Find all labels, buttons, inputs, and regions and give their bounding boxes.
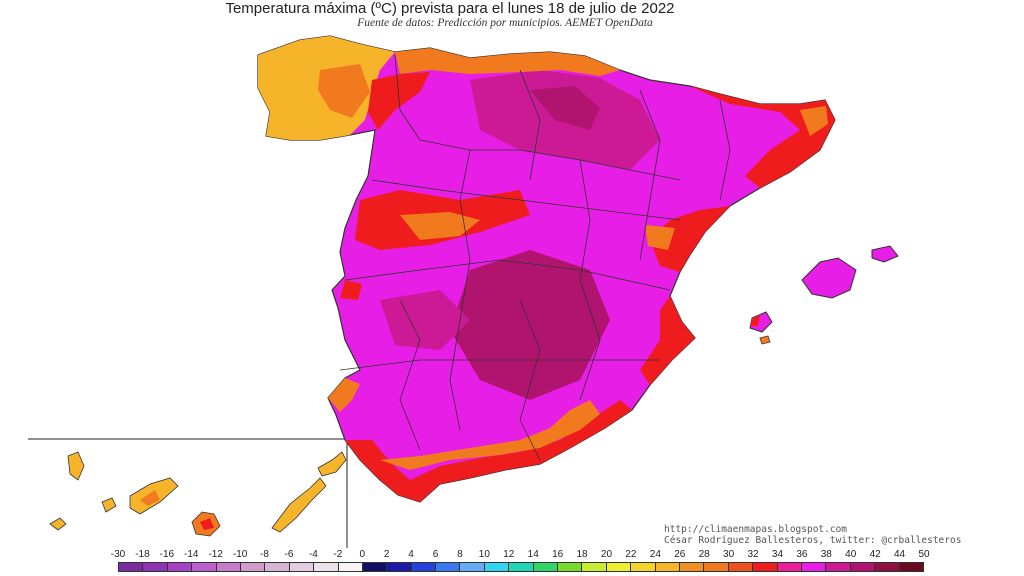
legend-swatch bbox=[704, 563, 729, 571]
valencia-coast bbox=[650, 206, 730, 272]
lanzarote-island bbox=[317, 451, 347, 477]
la-gomera-island bbox=[101, 497, 117, 513]
central-system-orange bbox=[400, 212, 480, 240]
legend-label: 6 bbox=[432, 549, 439, 560]
legend-label: 12 bbox=[503, 549, 515, 560]
legend-labels: -30 -18 -16 -14 -12 -10 -8 -6 -4 -2 0 2 4 6 8 10 12 14 16 1… bbox=[0, 549, 1024, 561]
legend-label: 28 bbox=[698, 549, 710, 560]
legend-label: 44 bbox=[894, 549, 906, 560]
catalonia-orange bbox=[800, 106, 828, 136]
legend-swatch bbox=[143, 563, 168, 571]
legend-swatch bbox=[558, 563, 583, 571]
legend-label: 38 bbox=[820, 549, 832, 560]
legend-label: 0 bbox=[359, 549, 366, 560]
legend-label: 20 bbox=[600, 549, 613, 560]
legend-swatch bbox=[167, 563, 193, 571]
legend-swatch bbox=[753, 563, 778, 571]
legend-label: 8 bbox=[457, 549, 463, 560]
galicia-orange bbox=[318, 64, 370, 118]
formentera-island bbox=[759, 335, 771, 345]
legend-label: 34 bbox=[771, 549, 784, 560]
legend-label: -8 bbox=[260, 549, 269, 560]
legend-swatch bbox=[582, 563, 607, 571]
province-borders bbox=[339, 54, 731, 461]
page-title: Temperatura máxima (ºC) prevista para el… bbox=[225, 0, 675, 17]
legend-swatch bbox=[826, 563, 851, 571]
credits-url[interactable]: http://climaenmapas.blogspot.com bbox=[664, 524, 848, 535]
murcia-coast bbox=[640, 296, 695, 385]
extremadura-west bbox=[340, 280, 362, 300]
legend-swatch bbox=[606, 563, 632, 571]
legend-label: -30 bbox=[110, 549, 126, 560]
legend-label: 4 bbox=[408, 549, 414, 560]
la-palma-island bbox=[67, 451, 85, 481]
legend-label: 14 bbox=[527, 549, 539, 560]
legend-swatch bbox=[850, 563, 876, 571]
legend-label: -14 bbox=[184, 549, 199, 560]
credits-author: César Rodríguez Ballesteros, twitter: @c… bbox=[664, 535, 962, 546]
legend-label: 10 bbox=[478, 549, 490, 560]
catalonia-coast bbox=[690, 86, 835, 188]
legend-swatch bbox=[411, 563, 437, 571]
legend-swatch bbox=[216, 563, 241, 571]
legend-label: -4 bbox=[308, 549, 318, 560]
legend-swatch bbox=[655, 563, 680, 571]
legend-label: -18 bbox=[135, 549, 150, 560]
legend-label: -6 bbox=[284, 549, 294, 560]
andalusia-coast-orange bbox=[380, 400, 600, 470]
legend-label: 32 bbox=[747, 549, 759, 560]
ibiza-coast bbox=[750, 315, 760, 326]
legend-swatch bbox=[777, 563, 802, 571]
hot-core-ebro bbox=[530, 86, 600, 130]
legend-label: 26 bbox=[674, 549, 686, 560]
legend-swatch bbox=[265, 563, 290, 571]
legend-label: 40 bbox=[845, 549, 857, 560]
legend-swatch bbox=[509, 563, 534, 571]
legend-label: 2 bbox=[383, 549, 390, 560]
legend-label: 42 bbox=[869, 549, 881, 560]
credits: http://climaenmapas.blogspot.com César R… bbox=[664, 524, 961, 546]
legend-swatch bbox=[460, 563, 485, 571]
legend-label: 30 bbox=[723, 549, 735, 560]
legend-label: 22 bbox=[625, 549, 637, 560]
legend-swatch bbox=[314, 563, 339, 571]
legend-swatch bbox=[875, 563, 900, 571]
legend-label: -2 bbox=[333, 549, 343, 560]
legend-swatch bbox=[631, 563, 656, 571]
cantabrian-coast bbox=[395, 48, 620, 76]
legend-swatch bbox=[387, 563, 412, 571]
huelva-coast bbox=[328, 378, 360, 412]
el-hierro-island bbox=[49, 517, 67, 531]
legend-swatch bbox=[533, 563, 559, 571]
legend-swatch bbox=[801, 563, 827, 571]
tenerife-orange bbox=[140, 490, 160, 506]
legend-swatch bbox=[484, 563, 510, 571]
legend-label: 16 bbox=[552, 549, 564, 560]
legend-swatch bbox=[728, 563, 754, 571]
mallorca-island bbox=[801, 257, 857, 299]
page-subtitle: Fuente de datos: Predicción por municipi… bbox=[357, 17, 653, 29]
legend-label: -16 bbox=[159, 549, 175, 560]
legend-label: -10 bbox=[232, 549, 248, 560]
legend-swatch bbox=[192, 563, 217, 571]
legend-swatch bbox=[899, 563, 923, 571]
legend-label: 24 bbox=[649, 549, 661, 560]
valencia-orange bbox=[645, 225, 675, 250]
menorca-island bbox=[871, 245, 899, 263]
legend-swatch bbox=[289, 563, 315, 571]
legend-label: -12 bbox=[208, 549, 223, 560]
legend-swatch bbox=[338, 563, 363, 571]
legend-swatch bbox=[119, 563, 144, 571]
legend-swatch bbox=[240, 563, 266, 571]
legend-label: 50 bbox=[918, 549, 930, 560]
fuerteventura-island bbox=[271, 477, 327, 533]
legend-swatch bbox=[679, 563, 705, 571]
legend-swatch bbox=[436, 563, 461, 571]
color-legend bbox=[118, 562, 924, 572]
legend-label: 18 bbox=[576, 549, 588, 560]
legend-swatch bbox=[362, 563, 388, 571]
gran-canaria-red bbox=[200, 518, 214, 530]
legend-label: 36 bbox=[796, 549, 808, 560]
